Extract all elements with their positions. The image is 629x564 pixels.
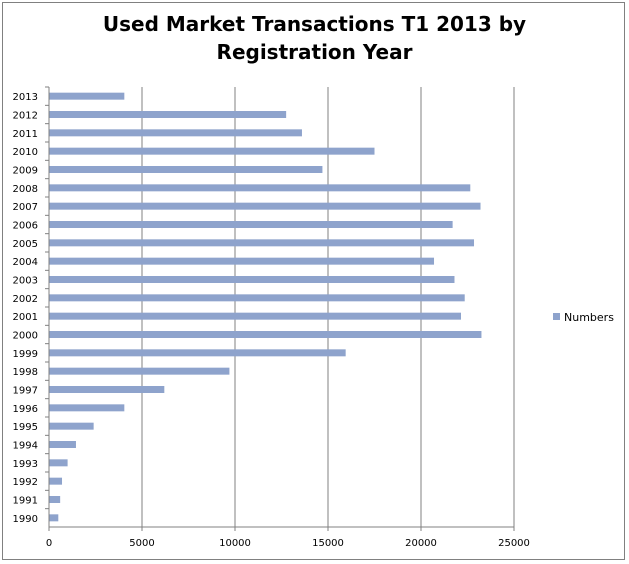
bar bbox=[49, 514, 59, 522]
category-label: 2010 bbox=[13, 147, 38, 158]
category-label: 2009 bbox=[13, 166, 38, 177]
x-tick-label: 15000 bbox=[312, 538, 344, 549]
category-label: 2003 bbox=[13, 276, 38, 287]
category-label: 1994 bbox=[13, 441, 38, 452]
bar bbox=[49, 312, 461, 320]
category-label: 2005 bbox=[13, 239, 38, 250]
bar bbox=[49, 111, 287, 118]
chart-title-line-1: Used Market Transactions T1 2013 by bbox=[102, 12, 527, 36]
bar bbox=[49, 496, 61, 503]
category-label: 1997 bbox=[13, 386, 38, 397]
bar bbox=[49, 147, 375, 155]
bar bbox=[49, 276, 455, 283]
bar bbox=[49, 367, 230, 375]
category-label: 2007 bbox=[13, 202, 38, 213]
bar bbox=[49, 129, 302, 137]
category-label: 2011 bbox=[13, 129, 38, 140]
bar bbox=[49, 459, 68, 467]
chart-title: Used Market Transactions T1 2013 by Regi… bbox=[0, 10, 629, 66]
value-tick-labels: 0 5000 10000 15000 20000 25000 bbox=[46, 538, 530, 549]
bar bbox=[49, 331, 482, 338]
category-label: 1998 bbox=[13, 367, 38, 378]
category-label: 2002 bbox=[13, 294, 38, 305]
bar bbox=[49, 349, 346, 357]
x-tick-label: 20000 bbox=[405, 538, 437, 549]
gridlines bbox=[141, 87, 515, 527]
chart-title-line-2: Registration Year bbox=[216, 40, 413, 64]
legend-swatch bbox=[553, 313, 560, 320]
legend-label: Numbers bbox=[564, 311, 614, 324]
category-label: 2004 bbox=[13, 257, 38, 268]
bar bbox=[49, 404, 125, 412]
bar bbox=[49, 92, 125, 100]
category-label: 1991 bbox=[13, 496, 38, 507]
x-tick-label: 10000 bbox=[219, 538, 251, 549]
bar bbox=[49, 294, 465, 302]
category-label: 1996 bbox=[13, 404, 38, 415]
axes bbox=[45, 86, 515, 531]
category-label: 2008 bbox=[13, 184, 38, 195]
category-label: 2012 bbox=[13, 111, 38, 122]
bar bbox=[49, 221, 453, 228]
bars bbox=[49, 92, 482, 522]
category-label: 1990 bbox=[13, 514, 38, 525]
legend: Numbers bbox=[553, 311, 614, 324]
bar bbox=[49, 166, 323, 173]
category-label: 1993 bbox=[13, 459, 38, 470]
bar bbox=[49, 386, 165, 393]
category-labels: 2013 2012 2011 2010 2009 2008 2007 2006 2005 2004… bbox=[13, 92, 38, 525]
bar bbox=[49, 239, 475, 247]
x-tick-label: 0 bbox=[46, 538, 52, 549]
category-label: 1999 bbox=[13, 349, 38, 360]
bar bbox=[49, 441, 76, 448]
x-tick-label: 25000 bbox=[498, 538, 530, 549]
category-label: 2001 bbox=[13, 312, 38, 323]
bar bbox=[49, 422, 94, 430]
category-label: 2013 bbox=[13, 92, 38, 103]
category-label: 2000 bbox=[13, 331, 38, 342]
category-label: 1995 bbox=[13, 422, 38, 433]
bar bbox=[49, 257, 435, 265]
bar bbox=[49, 202, 481, 210]
x-tick-label: 5000 bbox=[129, 538, 154, 549]
category-label: 2006 bbox=[13, 221, 38, 232]
bar bbox=[49, 477, 63, 485]
bar bbox=[49, 184, 471, 192]
category-label: 1992 bbox=[13, 477, 38, 488]
